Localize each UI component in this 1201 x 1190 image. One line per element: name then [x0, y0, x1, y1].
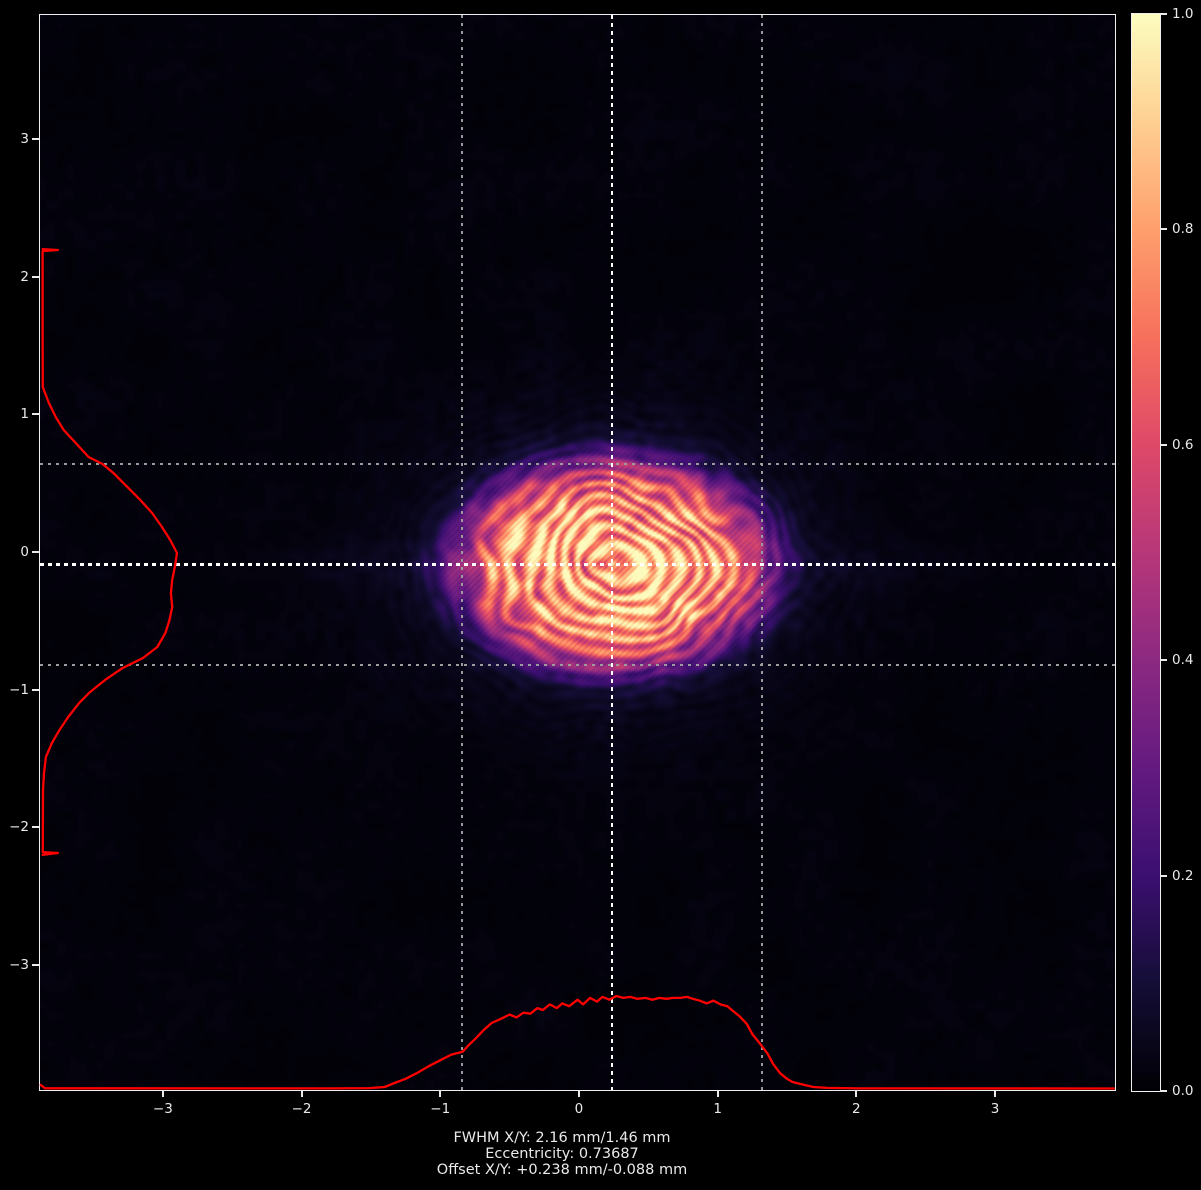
colorbar-tick-mark	[1160, 443, 1167, 446]
colorbar-tick-label: 0.2	[1172, 867, 1194, 884]
y-tick-mark	[32, 137, 39, 140]
x-tick-label: −1	[430, 1101, 451, 1117]
x-tick-label: −3	[152, 1101, 173, 1117]
x-tick-label: 2	[852, 1101, 861, 1117]
x-tick-mark	[577, 1090, 580, 1097]
colorbar-tick-mark	[1160, 659, 1167, 662]
y-tick-mark	[32, 551, 39, 554]
colorbar-tick-label: 0.8	[1172, 221, 1194, 238]
y-tick-label: −3	[9, 957, 29, 974]
fwhm-text: FWHM X/Y: 2.16 mm/1.46 mm	[453, 1130, 671, 1146]
x-tick-mark	[716, 1090, 719, 1097]
x-tick-label: 1	[713, 1101, 722, 1117]
colorbar-tick-label: 0.4	[1172, 652, 1194, 669]
y-tick-mark	[32, 964, 39, 967]
marker-lines-layer	[40, 15, 1115, 1090]
y-tick-mark	[32, 275, 39, 278]
fwhm-top-line	[40, 462, 1115, 465]
y-tick-label: 3	[20, 130, 29, 147]
fwhm-bottom-line	[40, 663, 1115, 666]
y-tick-label: 2	[20, 268, 29, 285]
y-tick-mark	[32, 688, 39, 691]
colorbar-tick-label: 0.6	[1172, 436, 1194, 453]
x-tick-label: 3	[990, 1101, 1000, 1117]
offset-text: Offset X/Y: +0.238 mm/-0.088 mm	[436, 1161, 688, 1178]
x-tick-mark	[439, 1090, 442, 1097]
x-tick-label: 0	[574, 1101, 584, 1117]
colorbar	[1131, 13, 1161, 1092]
fwhm-right-line	[760, 15, 763, 1090]
stats-text-block: FWHM X/Y: 2.16 mm/1.46 mm Eccentricity: …	[212, 1130, 912, 1178]
crosshair-vline	[610, 15, 614, 1090]
y-tick-label: −2	[9, 819, 29, 836]
plot-area	[39, 14, 1116, 1091]
crosshair-hline	[40, 563, 1115, 566]
colorbar-tick-mark	[1160, 13, 1167, 15]
x-tick-mark	[855, 1090, 858, 1097]
y-tick-label: −1	[9, 681, 29, 698]
y-tick-mark	[32, 413, 39, 416]
fwhm-left-line	[461, 15, 464, 1090]
colorbar-tick-label: 1.0	[1172, 6, 1194, 22]
y-tick-mark	[32, 826, 39, 829]
colorbar-tick-mark	[1160, 1090, 1167, 1092]
colorbar-tick-mark	[1160, 874, 1167, 877]
colorbar-tick-label: 0.0	[1172, 1083, 1194, 1099]
y-tick-label: 0	[20, 544, 29, 561]
x-tick-label: −2	[291, 1101, 312, 1117]
x-tick-mark	[161, 1090, 164, 1097]
colorbar-tick-mark	[1160, 228, 1167, 231]
beam-heatmap-canvas	[40, 15, 1115, 1090]
y-tick-label: 1	[20, 406, 29, 423]
colorbar-gradient	[1132, 14, 1160, 1091]
x-tick-mark	[300, 1090, 303, 1097]
eccentricity-text: Eccentricity: 0.73687	[485, 1145, 639, 1162]
x-tick-mark	[994, 1090, 997, 1097]
